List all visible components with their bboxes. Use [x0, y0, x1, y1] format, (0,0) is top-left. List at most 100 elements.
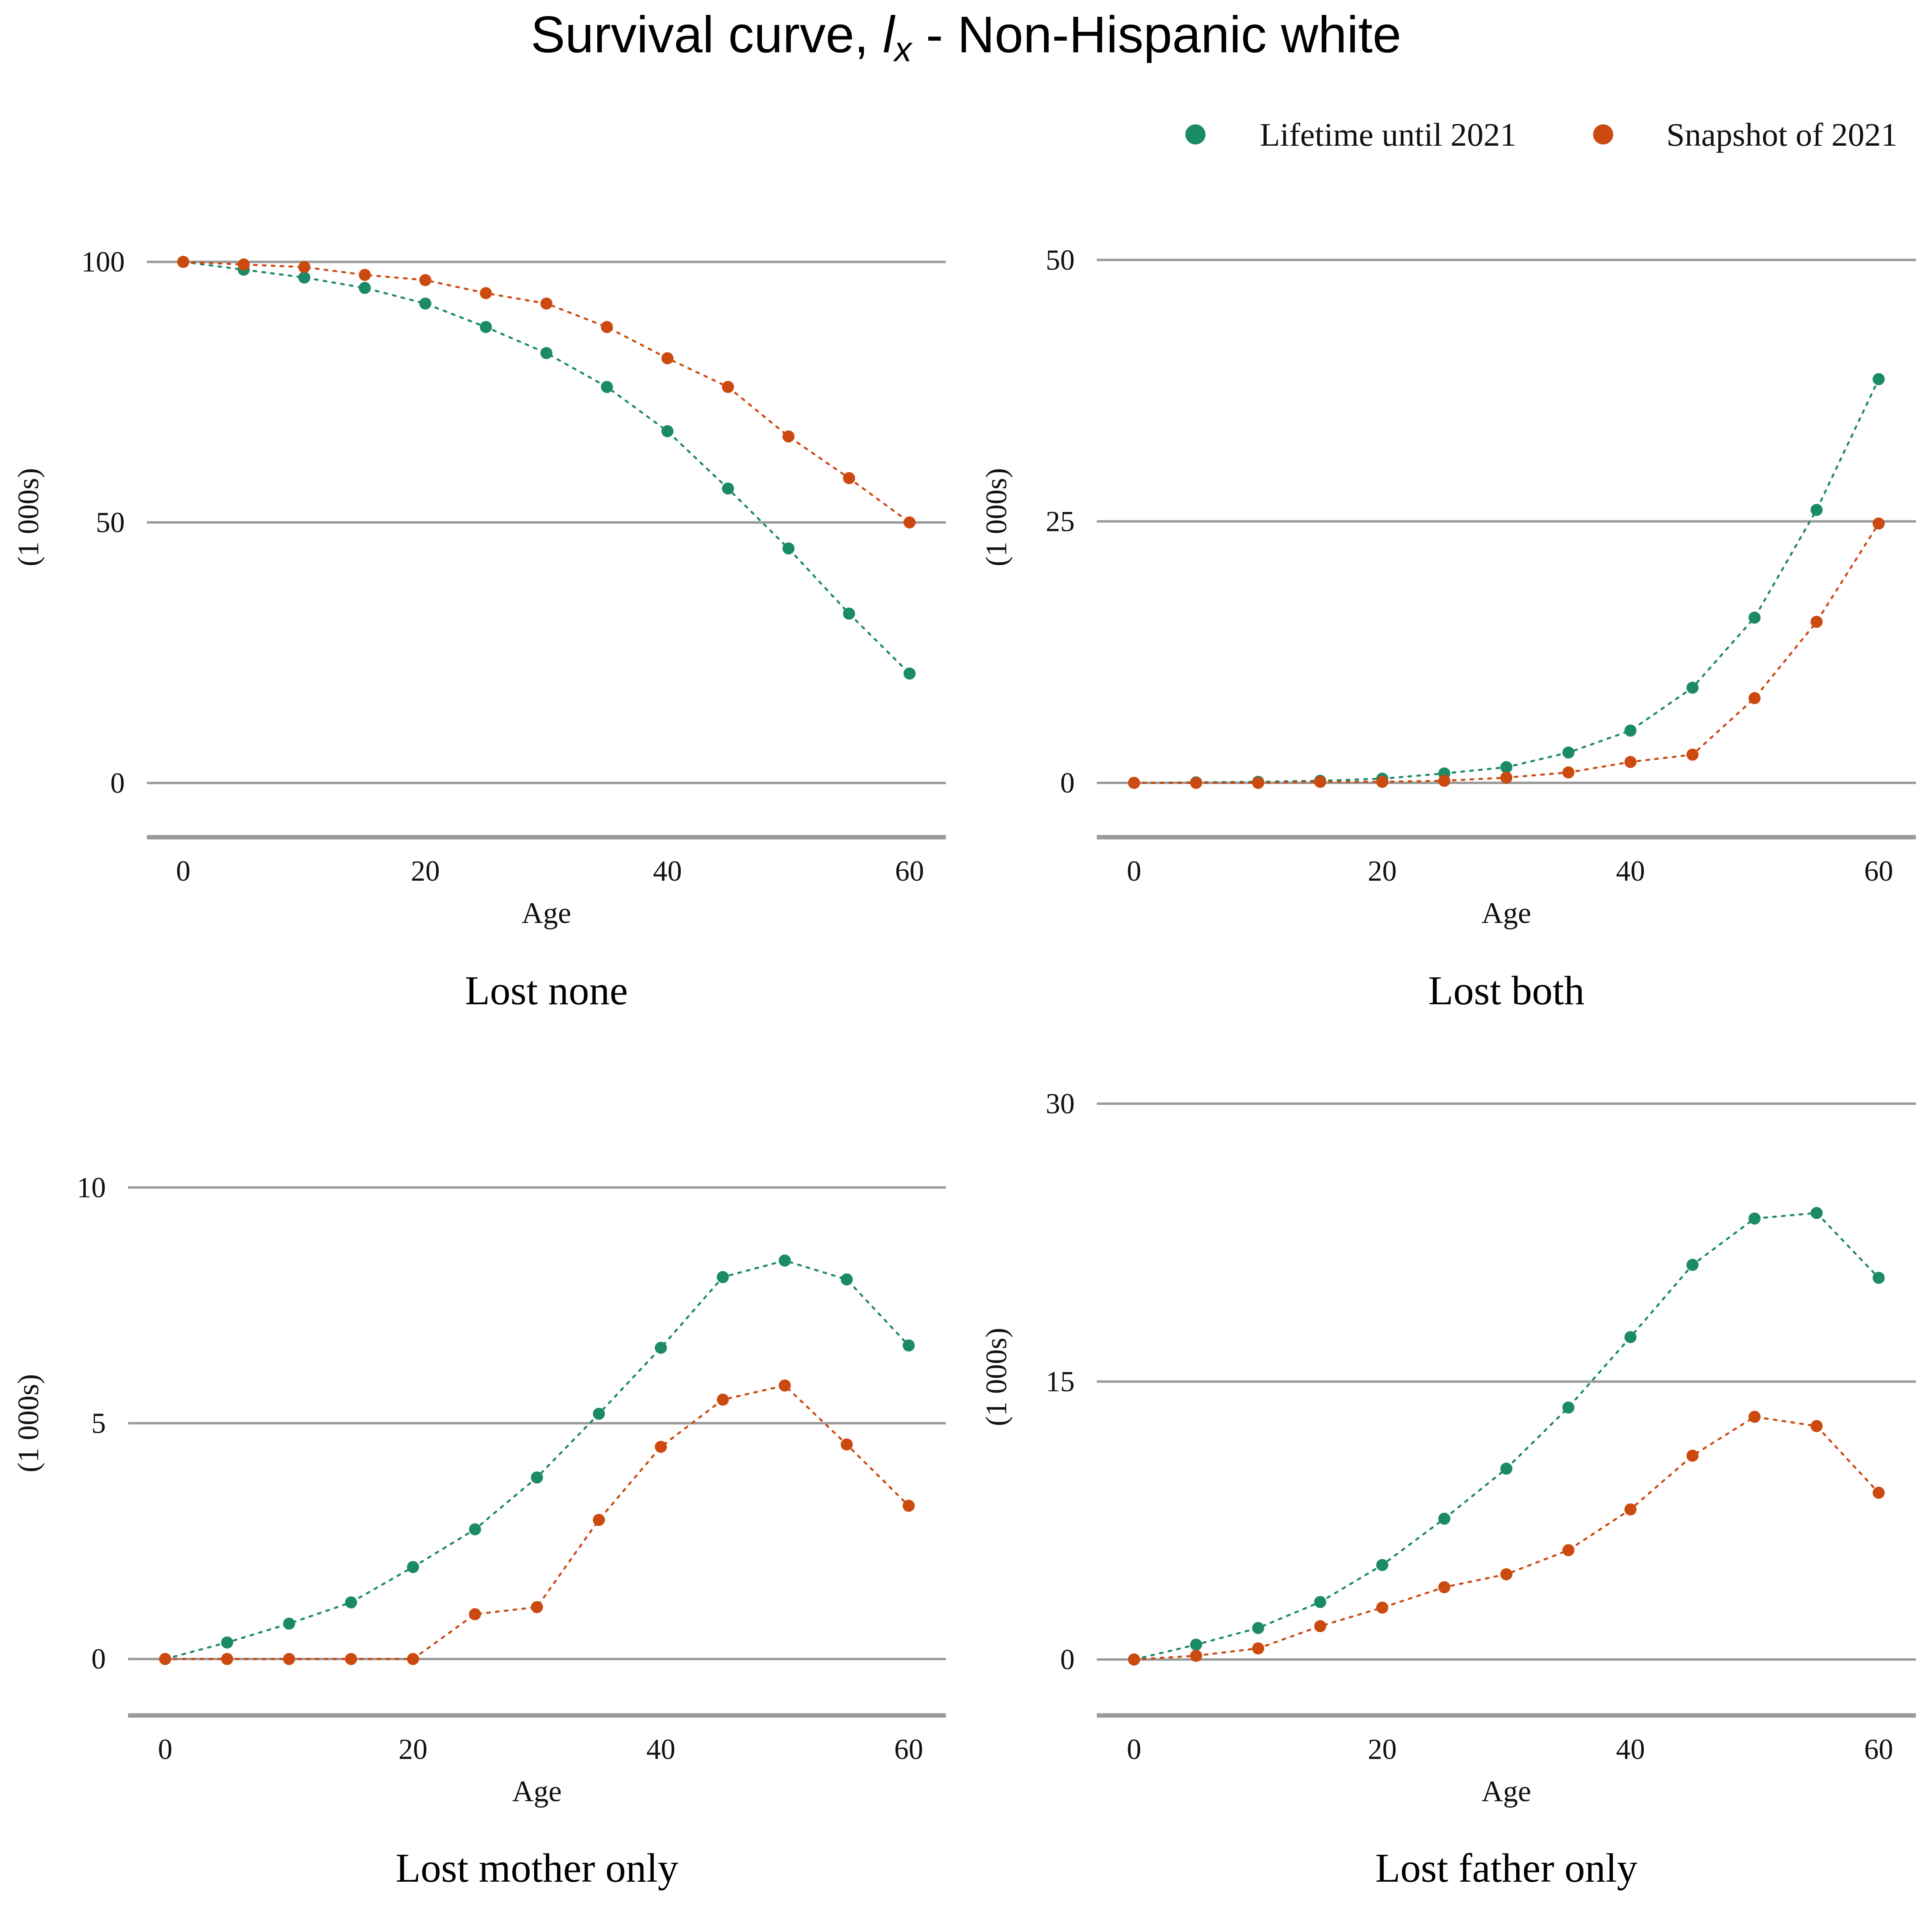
y-tick-label: 25: [1046, 505, 1075, 537]
series-line-0: [164, 1259, 910, 1660]
data-point: [778, 1254, 791, 1267]
data-point: [1748, 692, 1761, 704]
data-point: [1872, 373, 1885, 385]
x-axis-label: Age: [1482, 897, 1531, 930]
data-point: [1190, 777, 1202, 789]
x-tick-label: 20: [411, 855, 440, 887]
y-tick-label: 0: [91, 1643, 106, 1675]
data-point: [1128, 1653, 1140, 1666]
data-point: [407, 1653, 419, 1665]
x-tick-label: 0: [176, 855, 190, 887]
y-tick-label: 50: [96, 506, 125, 539]
series-line-1: [164, 1384, 910, 1660]
legend: Lifetime until 2021 Snapshot of 2021: [1185, 116, 1897, 153]
data-point: [419, 274, 431, 286]
data-point: [1252, 1622, 1264, 1634]
data-point: [654, 1441, 667, 1453]
data-point: [1624, 756, 1637, 768]
data-point: [601, 321, 613, 333]
panel-title: Lost none: [465, 968, 628, 1013]
x-tick-label: 40: [646, 1733, 675, 1765]
chart-panel-2: 0 5 10 0 20 40 60 Age (1 000s) Lost mother only: [12, 1171, 946, 1891]
x-tick-label: 40: [1616, 1733, 1645, 1765]
x-tick-label: 0: [1127, 1733, 1141, 1765]
series-line-0: [1133, 1212, 1880, 1661]
x-tick-label: 20: [398, 1733, 427, 1765]
x-axis-label: Age: [1482, 1775, 1531, 1808]
data-point: [1438, 1513, 1451, 1525]
data-point: [1376, 1602, 1389, 1614]
data-point: [1872, 517, 1885, 530]
data-point: [1438, 774, 1451, 787]
data-point: [531, 1471, 543, 1484]
chart-panel-1: 0 25 50 0 20 40 60 Age (1 000s) Lost both: [980, 244, 1916, 1013]
legend-label-lifetime: Lifetime until 2021: [1260, 116, 1517, 153]
data-point: [661, 352, 674, 365]
data-point: [407, 1561, 419, 1573]
series-line-0: [1133, 378, 1880, 784]
data-point: [1562, 1544, 1575, 1556]
data-point: [237, 258, 250, 271]
x-axis-label: Age: [522, 897, 571, 930]
data-point: [480, 321, 492, 333]
data-point: [1562, 746, 1575, 759]
y-tick-label: 0: [1060, 1643, 1075, 1676]
data-point: [298, 261, 310, 273]
x-tick-label: 20: [1368, 855, 1397, 887]
data-point: [177, 256, 190, 268]
figure-title-prefix: Survival curve,: [531, 6, 883, 64]
series-line-0: [182, 261, 911, 675]
series-line-1: [1133, 1416, 1880, 1661]
data-point: [722, 381, 734, 393]
x-tick-label: 40: [653, 855, 682, 887]
data-point: [1748, 1410, 1761, 1423]
data-point: [159, 1653, 171, 1665]
data-point: [1190, 1649, 1202, 1662]
panel-title: Lost mother only: [396, 1845, 679, 1891]
data-point: [540, 347, 553, 359]
x-tick-label: 0: [158, 1733, 172, 1765]
data-point: [283, 1617, 295, 1630]
data-point: [1686, 748, 1699, 761]
figure-title-suffix: - Non-Hispanic white: [912, 6, 1401, 64]
data-point: [840, 1438, 853, 1451]
y-axis-label: (1 000s): [980, 468, 1013, 567]
data-point: [1686, 1449, 1699, 1462]
data-point: [1748, 611, 1761, 624]
legend-marker-snapshot: [1593, 124, 1613, 144]
data-point: [782, 430, 795, 443]
data-point: [1872, 1486, 1885, 1499]
data-point: [722, 482, 734, 495]
data-point: [298, 271, 310, 284]
data-point: [345, 1653, 357, 1665]
panel-title: Lost both: [1428, 968, 1584, 1013]
y-tick-label: 0: [110, 767, 125, 799]
data-point: [419, 297, 431, 310]
y-tick-label: 15: [1046, 1366, 1075, 1398]
y-tick-label: 50: [1046, 244, 1075, 276]
data-point: [592, 1408, 605, 1420]
data-point: [359, 282, 371, 294]
figure-title: Survival curve, lx - Non-Hispanic white: [531, 6, 1402, 69]
figure-title-symbol: l: [883, 6, 896, 64]
x-tick-label: 60: [1864, 855, 1893, 887]
data-point: [716, 1271, 729, 1283]
data-point: [902, 1339, 915, 1352]
data-point: [540, 297, 553, 310]
data-point: [661, 425, 674, 438]
legend-label-snapshot: Snapshot of 2021: [1666, 116, 1897, 153]
data-point: [1252, 777, 1264, 789]
panel-title: Lost father only: [1375, 1845, 1638, 1891]
chart-panel-0: 0 50 100 0 20 40 60 Age (1 000s) Lost none: [12, 246, 946, 1013]
data-point: [1128, 777, 1140, 789]
data-point: [345, 1596, 357, 1609]
data-point: [1314, 776, 1326, 788]
y-tick-label: 5: [91, 1407, 106, 1439]
data-point: [1562, 766, 1575, 779]
data-point: [782, 542, 795, 555]
y-tick-label: 30: [1046, 1088, 1075, 1120]
data-point: [1438, 1581, 1451, 1593]
data-point: [1314, 1596, 1326, 1608]
